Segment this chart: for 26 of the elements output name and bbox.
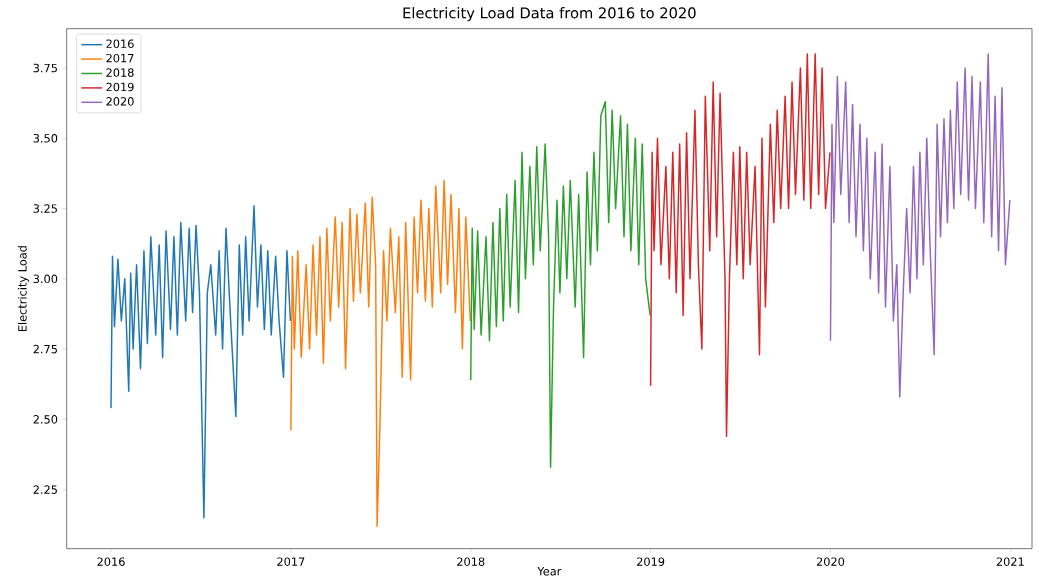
x-tick-label: 2018	[457, 557, 485, 566]
x-tick-label: 2019	[637, 557, 665, 566]
legend-label: 2019	[106, 82, 134, 92]
y-tick-label: 3.50	[33, 134, 58, 143]
chart-title: Electricity Load Data from 2016 to 2020	[403, 7, 696, 22]
legend-label: 2016	[106, 39, 134, 49]
y-tick-label: 3.25	[33, 204, 57, 213]
y-tick-label: 2.50	[33, 415, 58, 424]
y-axis-title: Electricity Load	[17, 246, 29, 332]
line-series	[290, 179, 471, 527]
x-tick-label: 2016	[97, 557, 125, 566]
y-tick-label: 3.00	[33, 274, 58, 284]
line-series	[470, 101, 651, 468]
legend-label: 2020	[106, 97, 134, 106]
y-tick-label: 2.75	[33, 344, 57, 354]
line-series	[649, 53, 831, 437]
x-axis-title: Year	[537, 567, 562, 576]
x-tick-label: 2020	[816, 557, 845, 566]
x-tick-label: 2017	[277, 557, 305, 566]
line-series	[110, 205, 292, 519]
y-tick-label: 2.25	[33, 485, 57, 494]
x-tick-label: 2021	[996, 557, 1024, 566]
y-tick-label: 3.75	[33, 63, 57, 73]
line-series	[829, 53, 1011, 398]
legend-label: 2017	[106, 53, 134, 63]
legend-label: 2018	[106, 68, 134, 77]
